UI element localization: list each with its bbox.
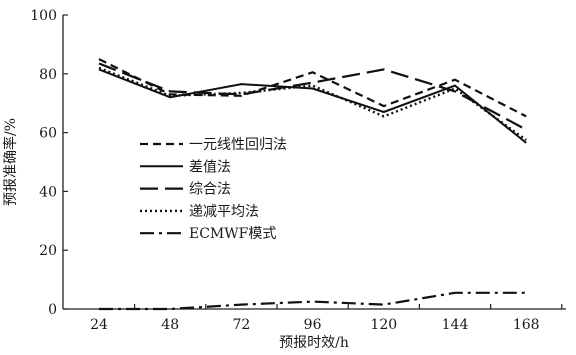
series-line-3 <box>98 62 527 131</box>
y-tick-label: 20 <box>39 243 57 259</box>
legend-label-3: 综合法 <box>189 182 231 198</box>
axes: 0 20 40 60 80 100 24 48 72 96 120 144 168 <box>30 8 566 333</box>
series-line-2 <box>98 68 527 144</box>
legend-label-1: 一元线性回归法 <box>189 136 287 153</box>
series-group <box>98 58 527 311</box>
x-tick-label: 120 <box>370 317 397 333</box>
y-tick-label: 100 <box>30 8 57 24</box>
legend-label-4: 递减平均法 <box>189 204 259 220</box>
x-tick-label: 24 <box>90 317 108 333</box>
x-tick-label: 72 <box>232 317 250 333</box>
series-line-5 <box>99 291 527 311</box>
y-axis-title: 预报准确率/% <box>2 118 19 206</box>
x-axis-title: 预报时效/h <box>279 335 349 351</box>
y-tick-label: 80 <box>39 67 57 83</box>
x-tick-label: 96 <box>304 317 322 333</box>
series-line-1 <box>98 58 527 118</box>
x-tick-label: 168 <box>513 317 540 333</box>
series-line-4 <box>98 66 527 141</box>
legend-label-5: ECMWF模式 <box>189 226 276 242</box>
y-tick-label: 0 <box>48 302 57 318</box>
y-tick-label: 40 <box>39 184 57 200</box>
x-tick-label: 48 <box>161 317 179 333</box>
x-tick-label: 144 <box>442 317 469 333</box>
legend-label-2: 差值法 <box>189 159 231 175</box>
y-tick-label: 60 <box>39 126 57 142</box>
